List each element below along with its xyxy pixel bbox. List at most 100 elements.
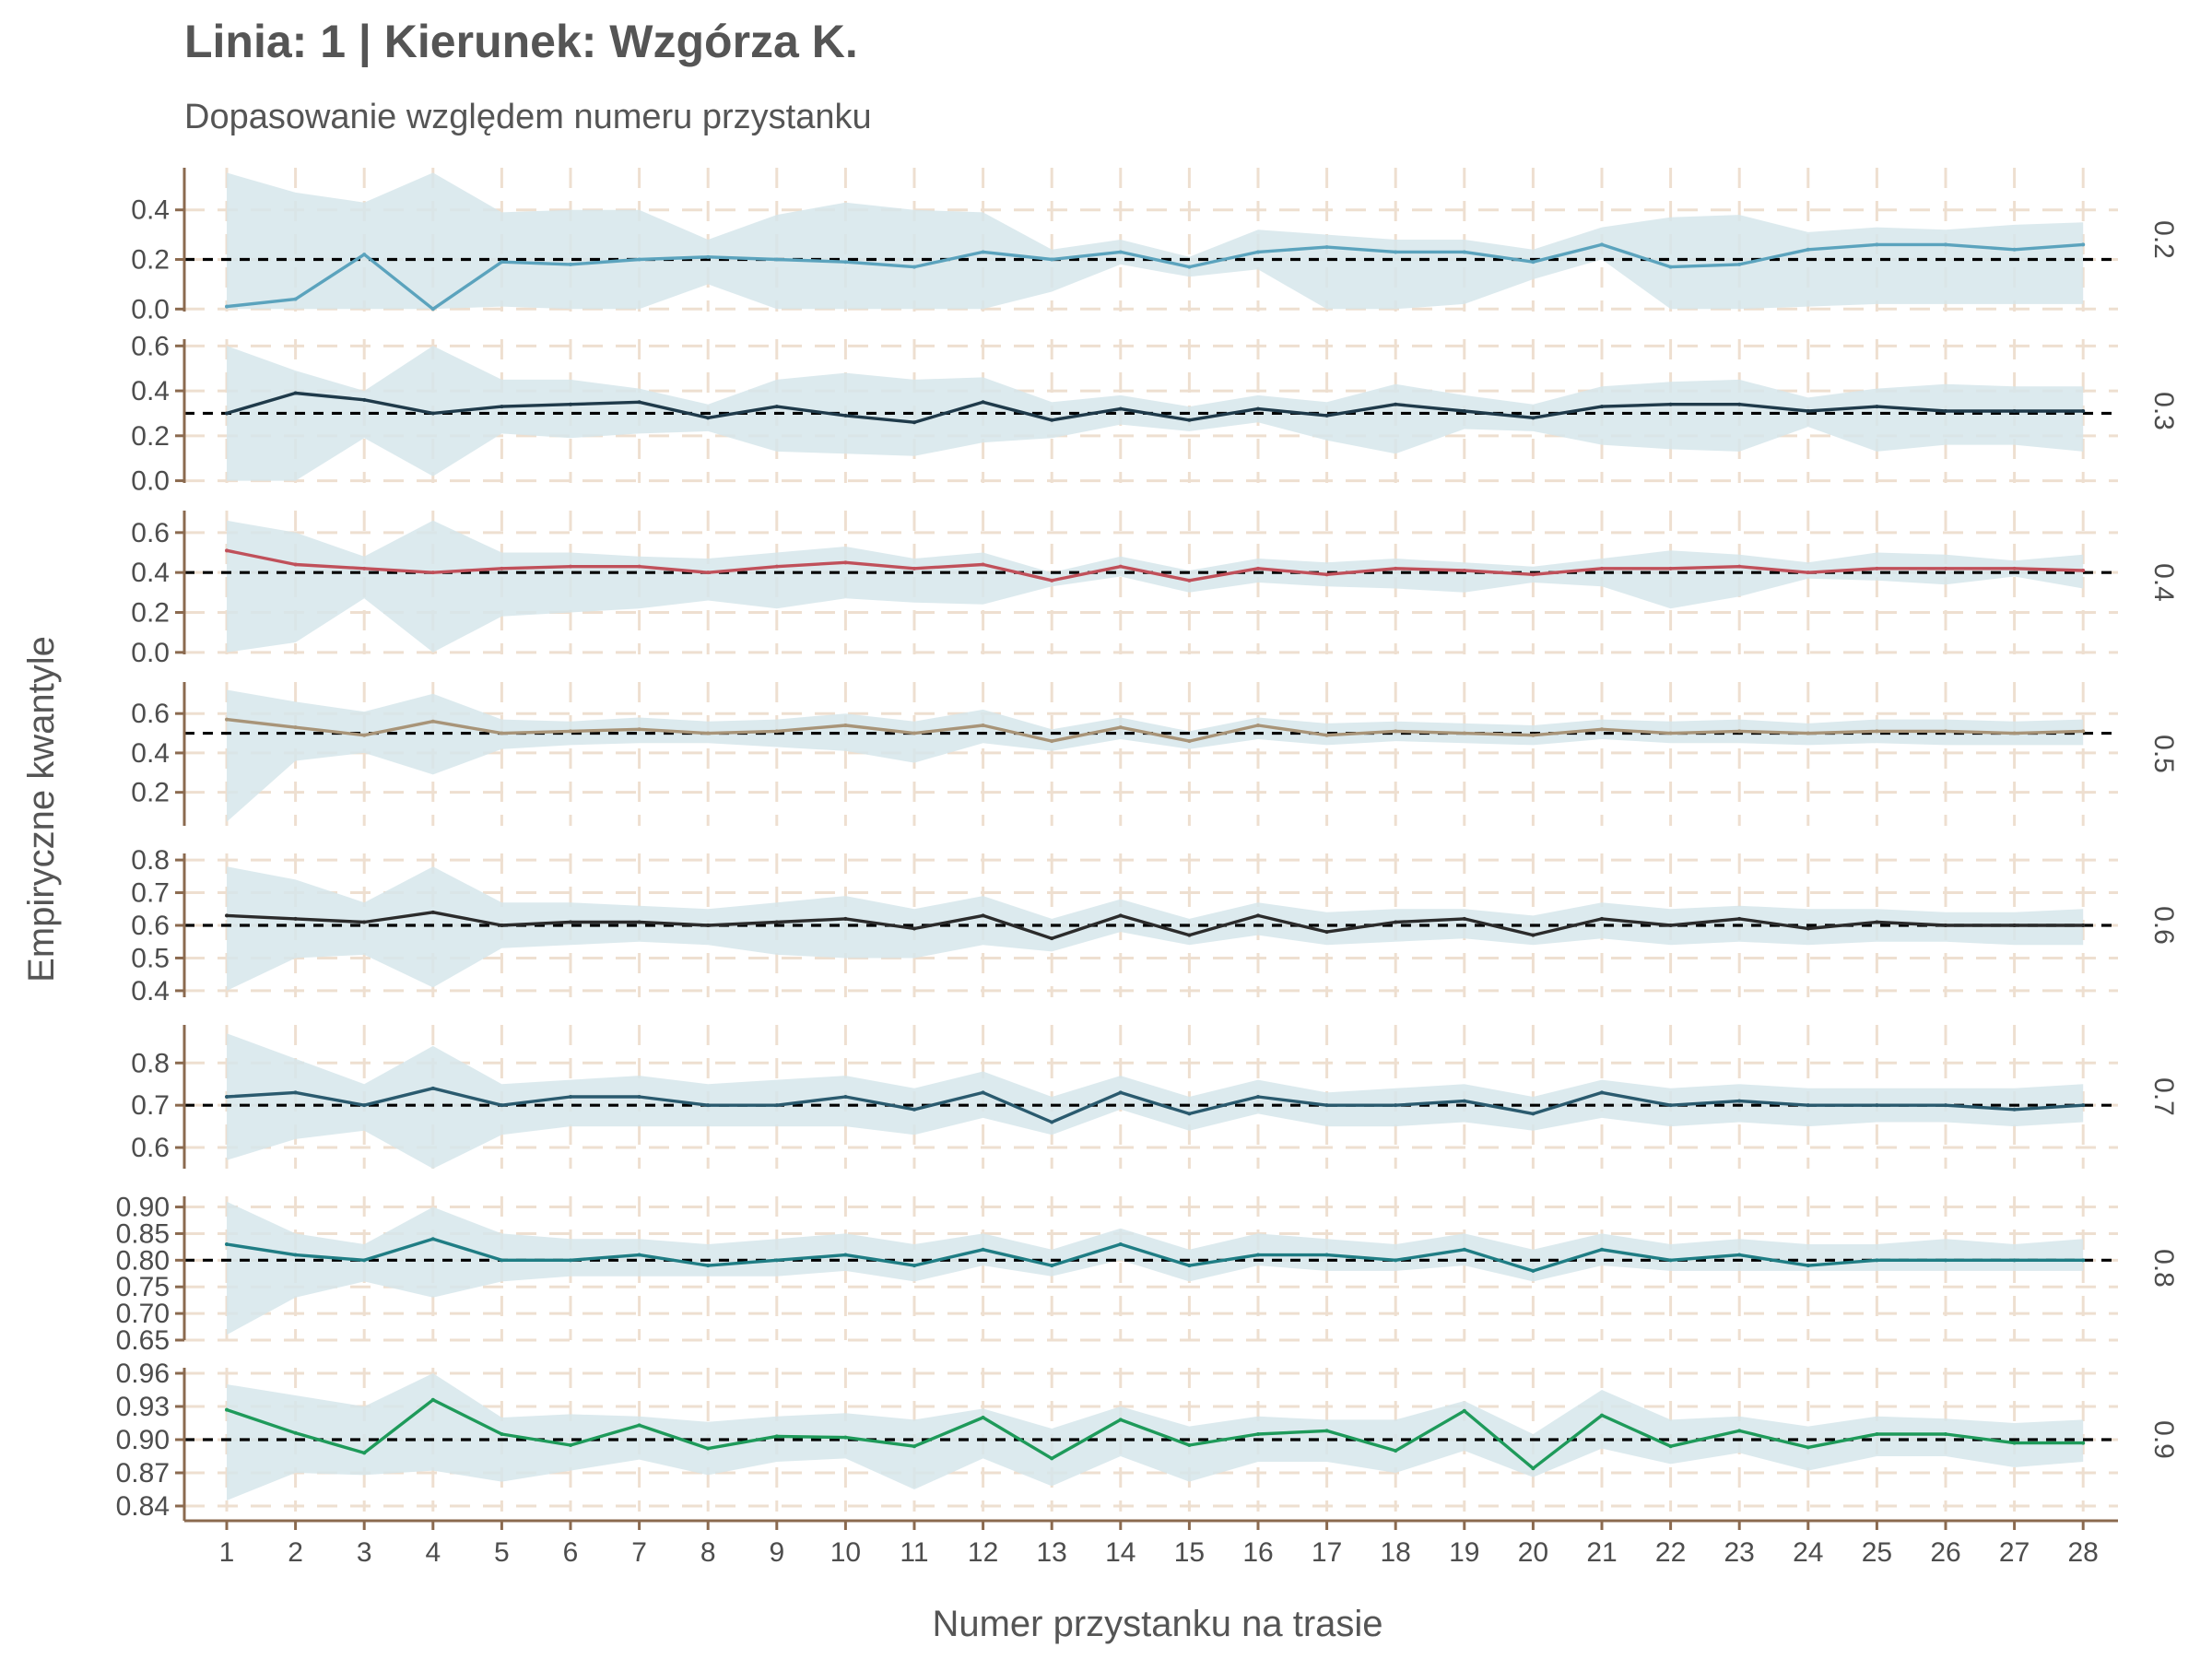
strip-label: 0.4	[2148, 563, 2179, 602]
x-tick-label: 25	[1862, 1537, 1892, 1568]
data-point	[1944, 1258, 1947, 1263]
data-point	[1462, 1099, 1466, 1103]
data-point	[1875, 729, 1879, 734]
y-tick-label: 0.8	[131, 845, 170, 876]
x-tick-label: 7	[631, 1537, 647, 1568]
data-point	[1531, 1112, 1535, 1116]
y-axis-title: Empiryczne kwantyle	[21, 636, 62, 982]
data-point	[843, 1435, 848, 1440]
data-point	[1600, 1090, 1604, 1095]
data-point	[706, 254, 711, 259]
data-point	[912, 1107, 916, 1112]
data-point	[1324, 930, 1329, 935]
y-tick-label: 0.4	[131, 558, 170, 588]
data-point	[430, 571, 435, 575]
series-line	[226, 1398, 2084, 1470]
data-point	[430, 719, 435, 724]
data-point	[569, 1258, 572, 1263]
data-point	[706, 1103, 711, 1108]
x-tick-label: 23	[1724, 1537, 1755, 1568]
data-point	[2012, 1441, 2017, 1445]
x-tick-label: 10	[830, 1537, 861, 1568]
data-point	[1668, 402, 1673, 406]
data-point	[1256, 250, 1260, 254]
data-point	[1600, 1413, 1604, 1418]
data-point	[1737, 1099, 1742, 1103]
panel-0.8: 0.650.700.750.800.850.90 0.8	[116, 1193, 2179, 1356]
data-point	[1187, 1112, 1192, 1116]
data-point	[225, 304, 229, 309]
x-tick-label: 6	[563, 1537, 579, 1568]
data-point	[1394, 1103, 1398, 1108]
data-point	[912, 420, 916, 425]
confidence-band	[227, 866, 2084, 991]
data-point	[1875, 566, 1879, 571]
data-point	[843, 1253, 848, 1257]
data-point	[1806, 1103, 1810, 1108]
data-point	[774, 1103, 779, 1108]
data-point	[637, 257, 641, 262]
y-tick-label: 0.7	[131, 1090, 170, 1121]
data-point	[1668, 1258, 1673, 1263]
data-point	[1531, 933, 1535, 937]
panel-0.9: 0.840.870.900.930.96 0.9	[116, 1359, 2179, 1522]
data-point	[430, 910, 435, 914]
data-point	[1737, 1253, 1742, 1257]
data-point	[362, 397, 367, 402]
data-point	[1118, 1090, 1123, 1095]
x-tick-label: 28	[2068, 1537, 2099, 1568]
data-point	[1944, 1103, 1947, 1108]
data-point	[706, 571, 711, 575]
x-tick-label: 26	[1930, 1537, 1960, 1568]
x-tick-label: 22	[1655, 1537, 1686, 1568]
data-point	[2081, 242, 2086, 247]
data-point	[637, 1095, 641, 1099]
data-point	[1324, 1253, 1329, 1257]
data-point	[1462, 1247, 1466, 1252]
data-point	[1531, 416, 1535, 420]
x-tick-label: 11	[900, 1537, 928, 1568]
data-point	[981, 724, 985, 728]
data-point	[500, 1258, 504, 1263]
series-line	[226, 1087, 2084, 1124]
data-point	[774, 1434, 779, 1439]
data-point	[225, 913, 229, 918]
data-point	[1324, 1103, 1329, 1108]
confidence-band	[227, 172, 2084, 310]
chart-subtitle: Dopasowanie względem numeru przystanku	[184, 98, 872, 136]
data-point	[1600, 916, 1604, 921]
x-tick-label: 16	[1242, 1537, 1273, 1568]
x-tick-label: 3	[357, 1537, 372, 1568]
data-point	[1394, 729, 1398, 734]
data-point	[843, 724, 848, 728]
y-tick-label: 0.2	[131, 598, 170, 629]
data-point	[1600, 566, 1604, 571]
data-point	[1050, 1120, 1054, 1124]
data-point	[430, 411, 435, 416]
data-point	[1187, 265, 1192, 269]
data-point	[2081, 569, 2086, 572]
data-point	[1668, 924, 1673, 927]
data-point	[2012, 409, 2017, 413]
data-point	[500, 924, 504, 927]
data-point	[569, 564, 572, 569]
data-point	[843, 916, 848, 921]
data-point	[2012, 924, 2017, 927]
strip-label: 0.9	[2148, 1420, 2179, 1459]
data-point	[1806, 1264, 1810, 1268]
panel-0.3: 0.0 0.2 0.4 0.6 0.3	[131, 331, 2179, 496]
data-point	[706, 1446, 711, 1451]
data-point	[500, 260, 504, 265]
data-point	[637, 400, 641, 405]
data-point	[1462, 731, 1466, 735]
data-point	[637, 564, 641, 569]
panel-0.7: 0.6 0.7 0.8 0.7	[131, 1025, 2179, 1169]
data-point	[706, 416, 711, 420]
y-tick-label: 0.0	[131, 638, 170, 668]
x-tick-label: 18	[1381, 1537, 1411, 1568]
data-point	[1118, 250, 1123, 254]
data-point	[500, 731, 504, 735]
data-point	[981, 250, 985, 254]
data-point	[774, 920, 779, 924]
data-point	[1600, 242, 1604, 247]
